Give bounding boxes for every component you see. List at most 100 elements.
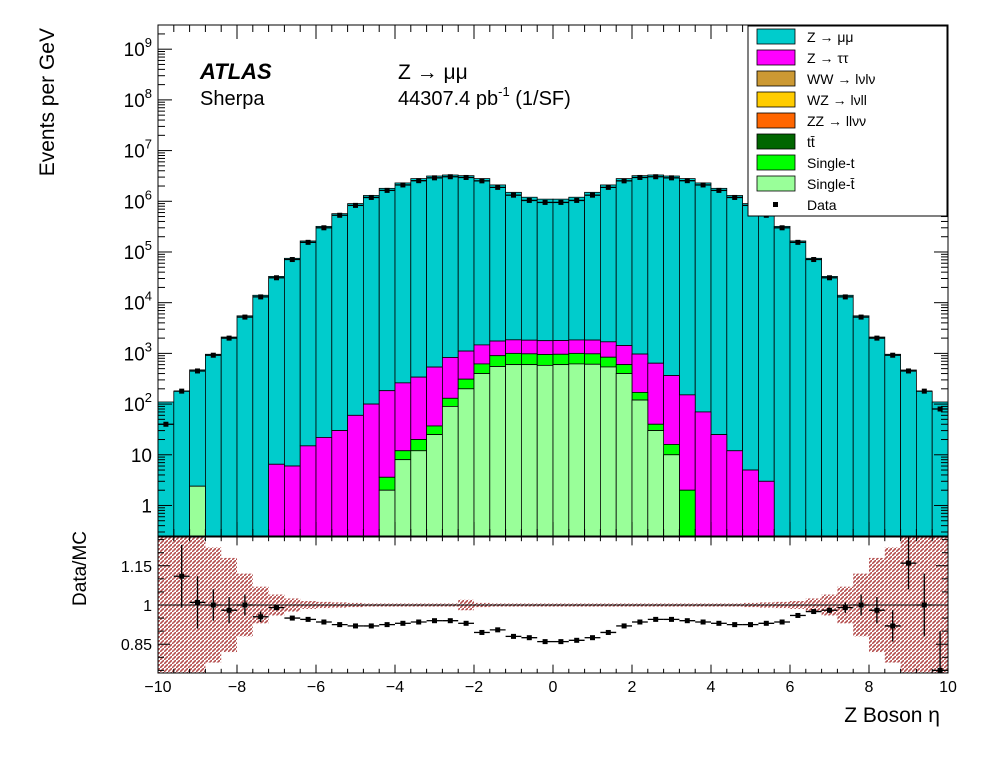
legend-swatch-zzll bbox=[756, 112, 796, 129]
ratio-point bbox=[574, 637, 580, 643]
bar-z bbox=[710, 187, 728, 436]
bar-z bbox=[268, 463, 285, 536]
data-point bbox=[463, 174, 469, 180]
ratio-point bbox=[526, 635, 532, 641]
x-tick-label: −4 bbox=[386, 679, 404, 696]
bar-z bbox=[536, 198, 554, 342]
legend-swatch-z bbox=[756, 28, 796, 45]
bar-z bbox=[378, 187, 396, 392]
data-point bbox=[210, 352, 216, 358]
bar-z bbox=[552, 198, 570, 341]
ratio-point bbox=[748, 622, 753, 628]
bar-z bbox=[584, 191, 601, 341]
x-axis-label: Z Boson η bbox=[844, 704, 940, 727]
bar-z bbox=[331, 430, 348, 536]
data-point bbox=[653, 174, 659, 180]
data-point bbox=[179, 388, 185, 394]
y-axis-label: Events per GeV bbox=[36, 28, 59, 176]
legend-label: WW → lνlν bbox=[807, 71, 875, 87]
data-point bbox=[479, 178, 485, 184]
bar-singlet bbox=[552, 353, 570, 366]
ratio-point bbox=[479, 629, 485, 635]
bar-z bbox=[315, 437, 333, 536]
x-tick-label: 6 bbox=[786, 679, 795, 696]
bar-singlet bbox=[473, 363, 491, 374]
data-point bbox=[258, 294, 264, 300]
bar-z bbox=[837, 294, 854, 536]
bar-z bbox=[758, 213, 775, 482]
bar-singlet bbox=[505, 364, 522, 536]
bar-singlet bbox=[679, 489, 696, 536]
bar-z bbox=[441, 174, 459, 358]
lumi-label: 44307.4 pb-1 (1/SF) bbox=[398, 84, 571, 110]
bar-z bbox=[505, 339, 522, 354]
ratio-point bbox=[353, 623, 358, 629]
bar-z bbox=[694, 411, 712, 536]
data-point bbox=[716, 187, 722, 193]
data-point bbox=[163, 421, 169, 427]
bar-z bbox=[568, 339, 585, 354]
bar-z bbox=[426, 366, 443, 427]
bar-z bbox=[347, 203, 364, 416]
bar-singlet bbox=[441, 397, 459, 407]
x-tick-label: 8 bbox=[865, 679, 874, 696]
bar-z bbox=[631, 175, 649, 355]
ratio-point bbox=[210, 602, 216, 608]
bar-singlet bbox=[426, 434, 443, 536]
data-point bbox=[321, 225, 327, 231]
ratio-point bbox=[305, 616, 311, 622]
bar-z bbox=[362, 195, 380, 405]
data-point bbox=[590, 192, 595, 198]
bar-z bbox=[600, 184, 617, 343]
data-point bbox=[858, 314, 864, 320]
bar-singlet bbox=[631, 399, 649, 536]
x-tick-label: 2 bbox=[628, 679, 637, 696]
data-point bbox=[684, 178, 690, 184]
bar-singlet bbox=[410, 439, 427, 452]
bar-z bbox=[268, 275, 285, 465]
bar-singlet bbox=[457, 378, 475, 390]
bar-singlet bbox=[663, 454, 680, 536]
ratio-point bbox=[195, 599, 200, 605]
x-tick-label: −2 bbox=[465, 679, 483, 696]
bar-z bbox=[584, 339, 601, 355]
bar-z bbox=[552, 340, 570, 355]
ratio-point bbox=[874, 607, 880, 613]
data-point bbox=[226, 335, 232, 341]
legend-swatch-wzlll bbox=[756, 91, 796, 108]
axes: −10 −8 −6 −4 −2 0 2 4 6 8 10 1 10 102 103 104 105 106 107 1… bbox=[121, 24, 957, 696]
y-tick-label: 106 bbox=[124, 187, 152, 213]
process-label: Z → μμ bbox=[398, 61, 468, 84]
bar-singlet bbox=[489, 366, 506, 536]
ratio-point bbox=[179, 573, 185, 579]
bar-z bbox=[220, 336, 238, 536]
bar-z bbox=[631, 353, 649, 393]
ratio-y-tick-label: 0.85 bbox=[121, 637, 152, 654]
data-point bbox=[842, 294, 848, 300]
ratio-point bbox=[337, 622, 343, 628]
bar-z bbox=[884, 353, 901, 536]
x-tick-label: 4 bbox=[707, 679, 716, 696]
legend-swatch-z bbox=[756, 49, 796, 66]
y-tick-label: 109 bbox=[124, 35, 152, 61]
bar-singlet bbox=[505, 352, 522, 366]
legend-swatch-singlet bbox=[756, 175, 796, 192]
legend-label: ZZ → llνν bbox=[807, 113, 866, 129]
bar-z bbox=[441, 357, 459, 399]
bar-z bbox=[647, 362, 664, 425]
data-point bbox=[274, 275, 279, 281]
y-tick-label: 105 bbox=[124, 238, 152, 264]
bar-z bbox=[647, 174, 664, 364]
ratio-point bbox=[558, 639, 564, 645]
bar-singlet bbox=[552, 364, 570, 536]
legend-label: WZ → lνll bbox=[807, 92, 867, 108]
x-tick-label: −10 bbox=[144, 679, 171, 696]
data-point bbox=[511, 192, 516, 198]
bar-z bbox=[236, 315, 254, 536]
legend-swatch-tt bbox=[756, 133, 796, 150]
bar-z bbox=[283, 257, 301, 467]
ratio-point bbox=[447, 618, 453, 624]
data-point bbox=[495, 184, 501, 190]
bar-singlet bbox=[584, 363, 601, 536]
data-point bbox=[242, 314, 248, 320]
